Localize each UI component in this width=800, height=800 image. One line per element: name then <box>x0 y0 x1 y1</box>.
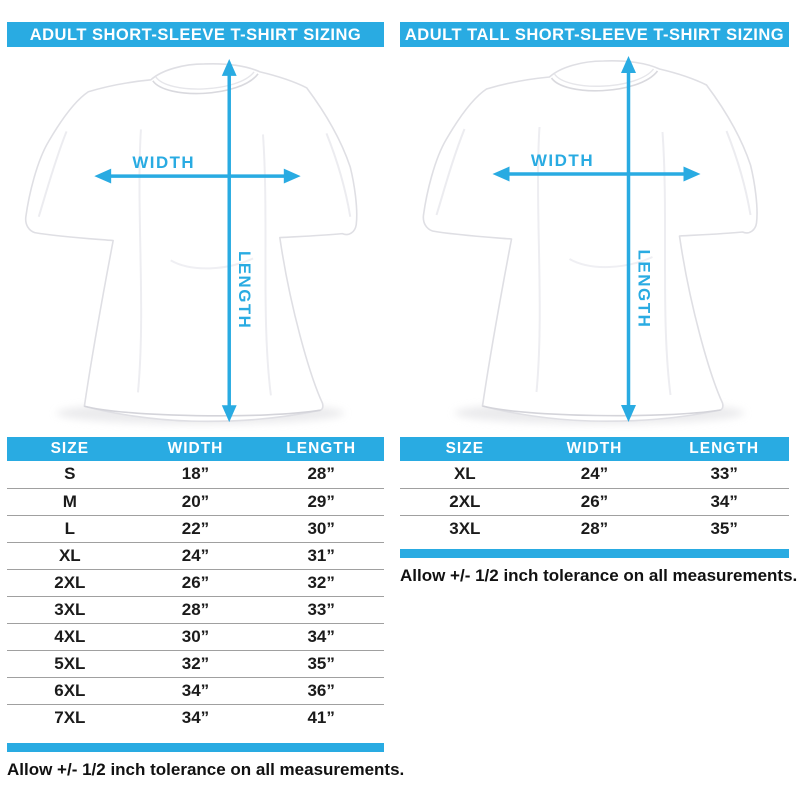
col-size: SIZE <box>400 437 530 461</box>
cell-size: 2XL <box>400 488 530 516</box>
cell-length: 29” <box>258 488 384 516</box>
cell-length: 41” <box>307 707 335 727</box>
panel-adult: ADULT SHORT-SLEEVE T-SHIRT SIZING WIDTH … <box>7 22 405 780</box>
cell-width: 32” <box>132 650 259 678</box>
size-table: SIZE WIDTH LENGTH S 18” 28” M 20” 29” L 22” 30” X… <box>7 437 384 731</box>
tshirt-diagram: WIDTH LENGTH <box>400 47 789 437</box>
cell-width: 30” <box>132 623 259 651</box>
size-row: M 20” 29” <box>7 488 384 516</box>
size-row: 3XL 28” 35” <box>400 515 789 542</box>
col-width: WIDTH <box>132 437 259 461</box>
cell-length: 32” <box>258 569 384 597</box>
cell-width: 20” <box>132 488 259 516</box>
size-row: XL 24” 33” <box>400 461 789 489</box>
size-row: XL 24” 31” <box>7 542 384 570</box>
cell-size: XL <box>7 542 133 570</box>
col-width: WIDTH <box>529 437 660 461</box>
length-arrow-label: LENGTH <box>235 251 254 329</box>
accent-bar <box>400 549 789 558</box>
sizing-charts: ADULT SHORT-SLEEVE T-SHIRT SIZING WIDTH … <box>7 22 798 780</box>
cell-size: XL <box>400 461 530 489</box>
size-table: SIZE WIDTH LENGTH XL 24” 33” 2XL 26” 34” 3XL 28… <box>400 437 789 542</box>
size-row: S 18” 28” <box>7 461 384 489</box>
cell-length: 28” <box>258 461 384 489</box>
cell-width: 26” <box>529 488 660 516</box>
tshirt-diagram: WIDTH LENGTH <box>7 47 384 437</box>
cell-size: 7XL <box>54 707 86 727</box>
cell-size: S <box>7 461 133 489</box>
cell-length: 34” <box>258 623 384 651</box>
tolerance-note: Allow +/- 1/2 inch tolerance on all meas… <box>400 566 798 585</box>
cell-size: L <box>7 515 133 543</box>
cell-size: 6XL <box>7 677 133 705</box>
cell-size: 4XL <box>7 623 133 651</box>
tolerance-note: Allow +/- 1/2 inch tolerance on all meas… <box>7 760 405 779</box>
size-row: 4XL 30” 34” <box>7 623 384 651</box>
tshirt-image <box>26 59 357 424</box>
panel-title: ADULT SHORT-SLEEVE T-SHIRT SIZING <box>7 22 384 47</box>
cell-width: 24” <box>132 542 259 570</box>
cell-size: M <box>7 488 133 516</box>
cell-width: 28” <box>132 596 259 624</box>
cell-length: 31” <box>258 542 384 570</box>
accent-bar <box>7 743 384 752</box>
width-arrow-label: WIDTH <box>531 151 594 170</box>
col-size: SIZE <box>7 437 133 461</box>
cell-length: 35” <box>258 650 384 678</box>
cell-size: 5XL <box>7 650 133 678</box>
cell-width: 28” <box>580 518 609 538</box>
size-row: 7XL 34” 41” <box>7 704 384 731</box>
cell-length: 34” <box>659 488 789 516</box>
size-table-header: SIZE WIDTH LENGTH <box>7 437 384 461</box>
panel-adult-tall: ADULT TALL SHORT-SLEEVE T-SHIRT SIZING W… <box>400 22 798 780</box>
cell-width: 18” <box>132 461 259 489</box>
width-arrow-label: WIDTH <box>132 153 195 172</box>
panel-title: ADULT TALL SHORT-SLEEVE T-SHIRT SIZING <box>400 22 789 47</box>
cell-size: 2XL <box>7 569 133 597</box>
cell-length: 33” <box>659 461 789 489</box>
cell-width: 22” <box>132 515 259 543</box>
size-row: 6XL 34” 36” <box>7 677 384 705</box>
cell-width: 26” <box>132 569 259 597</box>
col-length: LENGTH <box>258 437 384 461</box>
cell-length: 33” <box>258 596 384 624</box>
size-row: 5XL 32” 35” <box>7 650 384 678</box>
cell-length: 36” <box>258 677 384 705</box>
size-table-header: SIZE WIDTH LENGTH <box>400 437 789 461</box>
cell-width: 24” <box>529 461 660 489</box>
cell-length: 35” <box>710 518 738 538</box>
size-row: 2XL 26” 34” <box>400 488 789 516</box>
size-row: L 22” 30” <box>7 515 384 543</box>
size-row: 2XL 26” 32” <box>7 569 384 597</box>
cell-size: 3XL <box>449 518 481 538</box>
col-length: LENGTH <box>659 437 789 461</box>
length-arrow-label: LENGTH <box>635 250 654 329</box>
cell-length: 30” <box>258 515 384 543</box>
cell-width: 34” <box>132 677 259 705</box>
tshirt-image <box>423 56 757 424</box>
size-row: 3XL 28” 33” <box>7 596 384 624</box>
cell-size: 3XL <box>7 596 133 624</box>
cell-width: 34” <box>181 707 210 727</box>
